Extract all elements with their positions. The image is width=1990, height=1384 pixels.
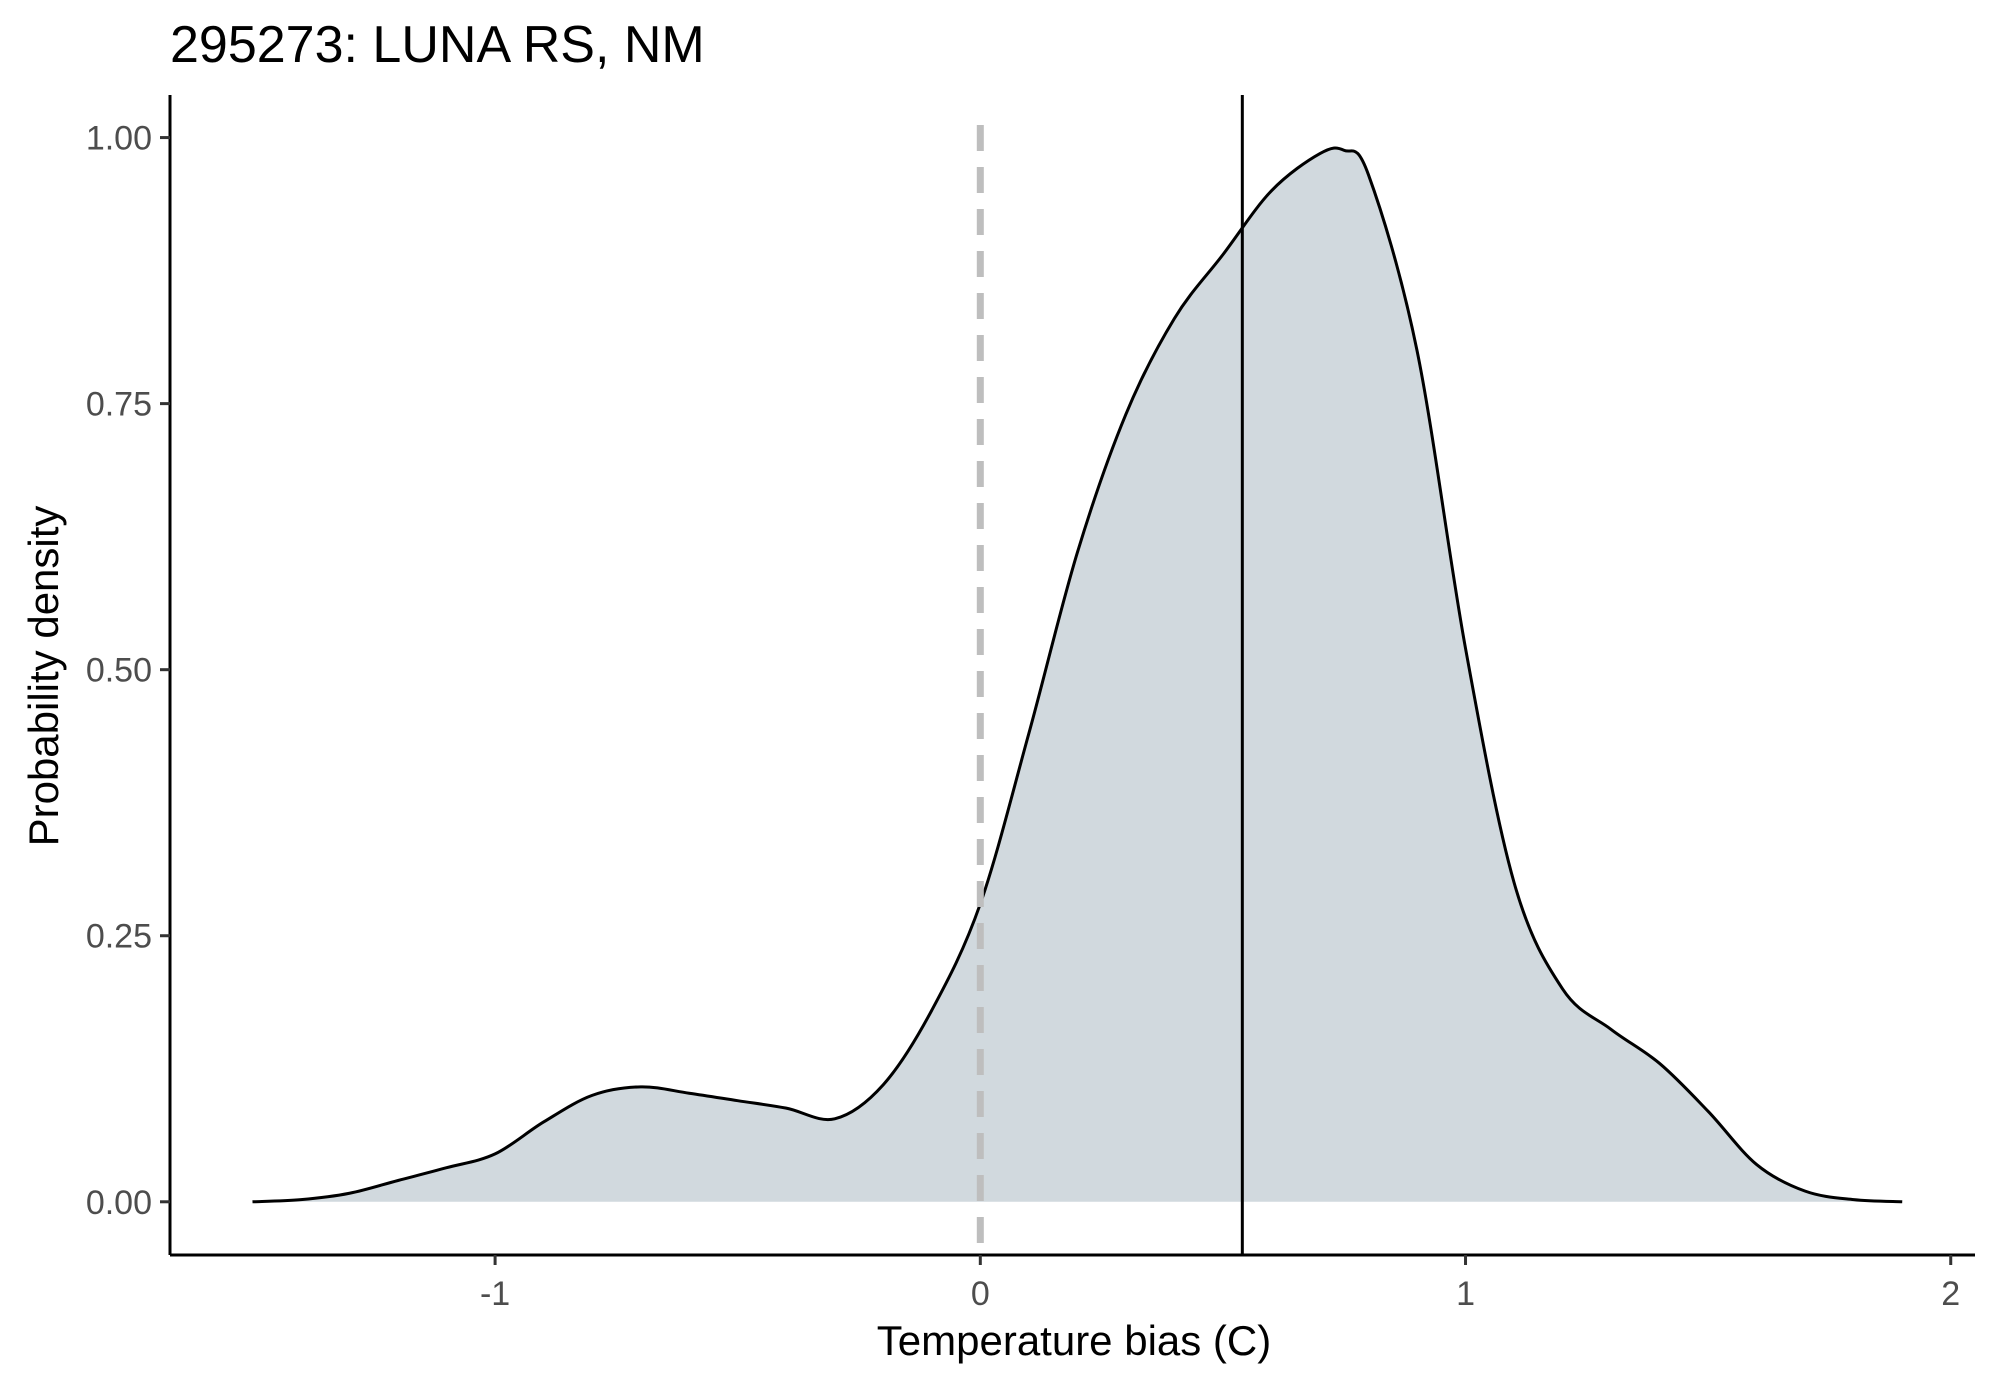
density-area (252, 147, 1903, 1202)
x-axis-title: Temperature bias (C) (877, 1317, 1271, 1364)
y-tick-label: 0.75 (86, 386, 152, 424)
x-tick-label: 0 (971, 1275, 990, 1313)
chart-title: 295273: LUNA RS, NM (170, 16, 705, 74)
y-tick-label: 0.50 (86, 652, 152, 690)
x-tick-label: -1 (480, 1275, 510, 1313)
x-axis-ticks: -1 0 1 2 (480, 1255, 1960, 1313)
plot-area (252, 95, 1903, 1255)
y-tick-label: 0.25 (86, 918, 152, 956)
axes: 0.00 0.25 0.50 0.75 1.00 -1 0 1 2 (86, 95, 1975, 1313)
density-curve (252, 146, 1903, 1204)
y-tick-label: 1.00 (86, 120, 152, 158)
y-axis-ticks: 0.00 0.25 0.50 0.75 1.00 (86, 120, 170, 1222)
x-tick-label: 2 (1941, 1275, 1960, 1313)
x-tick-label: 1 (1456, 1275, 1475, 1313)
y-tick-label: 0.00 (86, 1184, 152, 1222)
y-axis-title: Probability density (20, 506, 67, 847)
